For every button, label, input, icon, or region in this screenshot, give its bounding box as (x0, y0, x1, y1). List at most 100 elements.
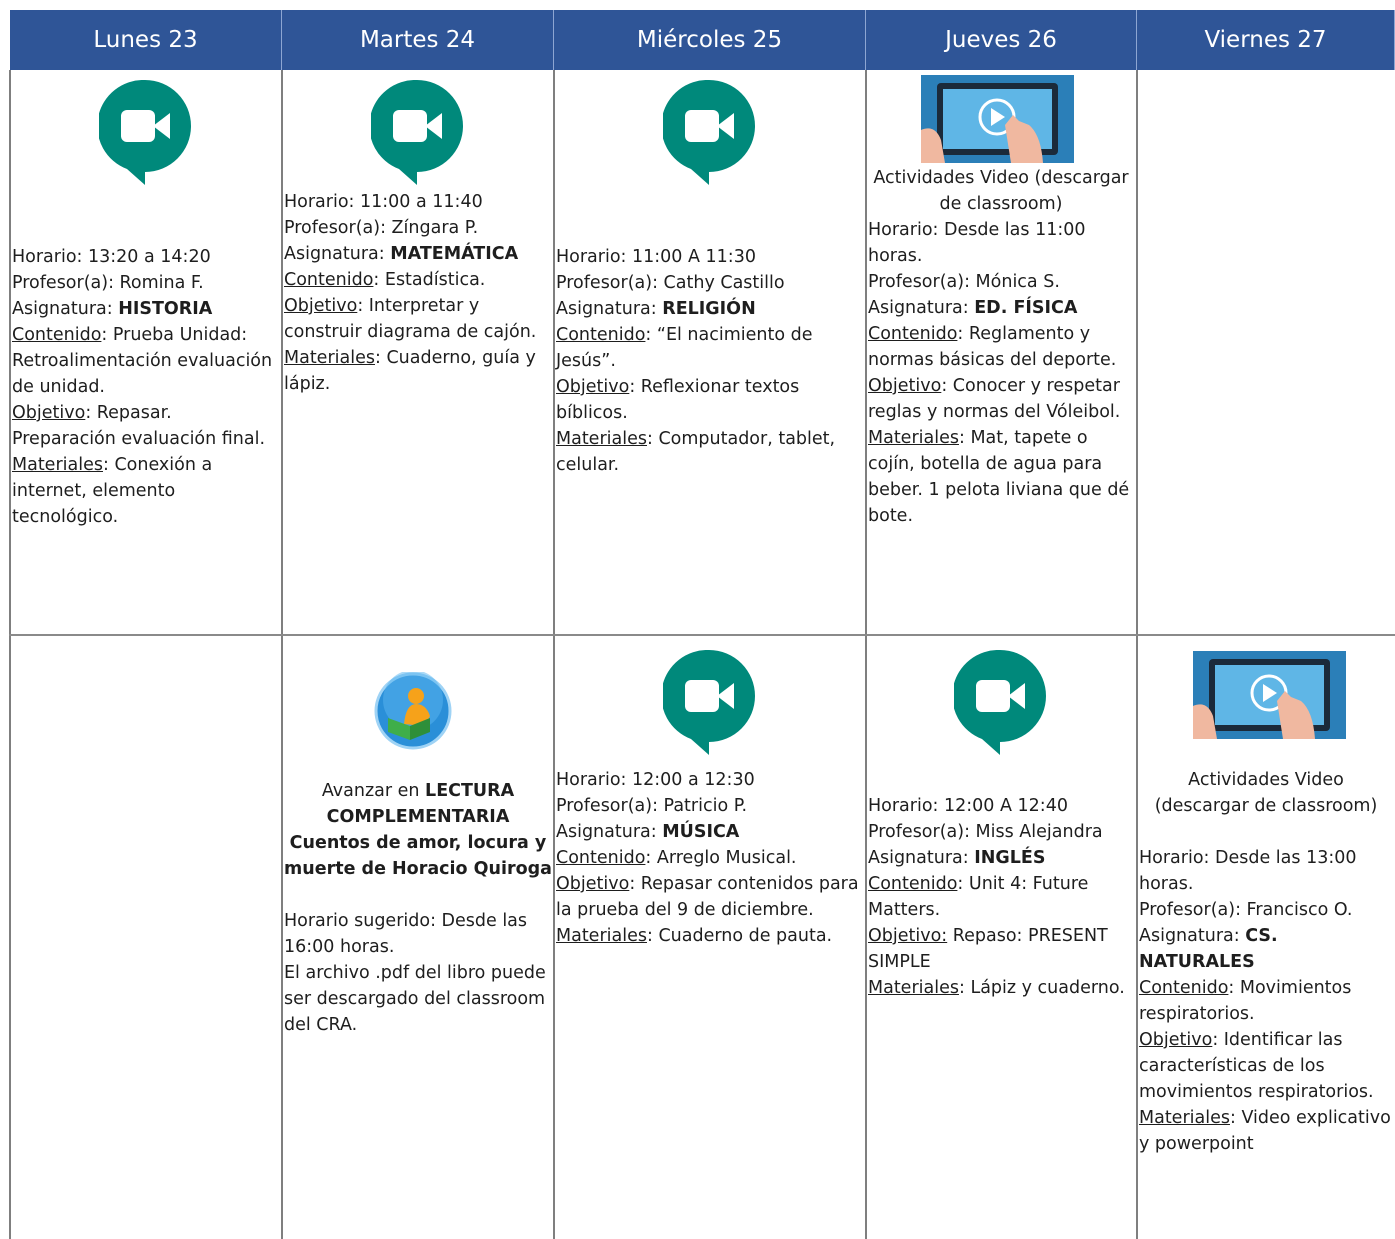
underlined-label: Materiales (284, 348, 375, 368)
paragraph: Objetivo: Repasar. (12, 400, 278, 426)
underlined-label: Contenido (556, 325, 646, 345)
paragraph: Profesor(a): Cathy Castillo (556, 270, 862, 296)
underlined-label: Contenido (284, 270, 374, 290)
text: Repaso: PRESENT SIMPLE (868, 926, 1108, 972)
grid-line (865, 70, 867, 1239)
day-header: Miércoles 25 (554, 10, 866, 70)
paragraph: Profesor(a): Patricio P. (556, 793, 862, 819)
cell-text: Horario: 11:00 a 11:40 Profesor(a): Zínga… (284, 189, 552, 397)
meet-icon (99, 80, 191, 185)
paragraph: Objetivo: Reflexionar textos bíblicos. (556, 374, 862, 426)
underlined-label: Contenido (1139, 978, 1229, 998)
meet-icon (371, 80, 463, 185)
bold-text: INGLÉS (974, 848, 1046, 868)
text: Asignatura: (12, 299, 119, 319)
paragraph: Materiales: Lápiz y cuaderno. (868, 975, 1134, 1001)
paragraph: Actividades Video (descargar de classroo… (1139, 767, 1393, 819)
text: Actividades Video (descargar de classroo… (1154, 770, 1378, 816)
paragraph: Contenido: Reglamento y normas básicas d… (868, 321, 1134, 373)
day-header: Viernes 27 (1137, 10, 1395, 70)
underlined-label: Contenido (556, 848, 646, 868)
bold-text: MATEMÁTICA (390, 244, 519, 264)
cell-text: Actividades Video (descargar de classroo… (1139, 767, 1393, 1157)
text: : Repasar. (85, 403, 172, 423)
meet-icon (663, 80, 755, 185)
cell-text: Horario: 12:00 a 12:30 Profesor(a): Patri… (556, 767, 862, 949)
paragraph: Objetivo: Identificar las característica… (1139, 1027, 1393, 1105)
text: Horario: 13:20 a 14:20 (12, 247, 211, 267)
paragraph: Asignatura: INGLÉS (868, 845, 1134, 871)
grid-line (281, 70, 283, 1239)
paragraph: Avanzar en LECTURA COMPLEMENTARIA Cuento… (284, 778, 552, 882)
cell-text: Horario: 13:20 a 14:20 Profesor(a): Romin… (12, 244, 278, 530)
paragraph: Horario: 12:00 A 12:40 (868, 793, 1134, 819)
text: Asignatura: (868, 848, 975, 868)
text: : Video explicativo y powerpoint (1139, 1108, 1391, 1154)
text: Horario: 12:00 a 12:30 (556, 770, 755, 790)
text: : Mat, tapete o cojín, botella de agua p… (868, 428, 1130, 526)
underlined-label: Objetivo: (868, 926, 948, 946)
text: : Repasar contenidos para la prueba del … (556, 874, 859, 920)
text: Horario sugerido: Desde las 16:00 horas. (284, 911, 528, 957)
day-header: Jueves 26 (866, 10, 1137, 70)
bold-text: HISTORIA (118, 299, 213, 319)
bold-text: LECTURA COMPLEMENTARIA Cuentos de amor, … (284, 781, 552, 879)
day-header: Martes 24 (282, 10, 554, 70)
text: Profesor(a): Zíngara P. (284, 218, 479, 238)
grid-line (553, 70, 555, 1239)
bold-text: MÚSICA (662, 822, 740, 842)
paragraph: Asignatura: HISTORIA (12, 296, 278, 322)
text: Horario: Desde las 13:00 horas. (1139, 848, 1357, 894)
text: : Movimientos respiratorios. (1139, 978, 1352, 1024)
text: Horario: 11:00 a 11:40 (284, 192, 483, 212)
paragraph: Materiales: Mat, tapete o cojín, botella… (868, 425, 1134, 529)
paragraph: Contenido: Estadística. (284, 267, 552, 293)
underlined-label: Contenido (12, 325, 102, 345)
paragraph: Horario: Desde las 13:00 horas. (1139, 845, 1393, 897)
text: Horario: Desde las 11:00 horas. (868, 220, 1086, 266)
paragraph: Horario: Desde las 11:00 horas. (868, 217, 1134, 269)
paragraph: El archivo .pdf del libro puede ser desc… (284, 960, 552, 1038)
bold-text: ED. FÍSICA (974, 298, 1078, 318)
paragraph: Profesor(a): Romina F. (12, 270, 278, 296)
paragraph: Objetivo: Repasar contenidos para la pru… (556, 871, 862, 923)
paragraph: Asignatura: CS. NATURALES (1139, 923, 1393, 975)
paragraph: Profesor(a): Zíngara P. (284, 215, 552, 241)
paragraph: Materiales: Cuaderno, guía y lápiz. (284, 345, 552, 397)
underlined-label: Contenido (868, 324, 958, 344)
text: Preparación evaluación final. (12, 429, 266, 449)
underlined-label: Objetivo (556, 874, 630, 894)
cell-text: Avanzar en LECTURA COMPLEMENTARIA Cuento… (284, 778, 552, 1038)
paragraph: Asignatura: MATEMÁTICA (284, 241, 552, 267)
grid-line (9, 70, 11, 1239)
underlined-label: Materiales (12, 455, 103, 475)
text: Horario: 12:00 A 12:40 (868, 796, 1068, 816)
day-header: Lunes 23 (10, 10, 282, 70)
text: : Identificar las características de los… (1139, 1030, 1374, 1102)
underlined-label: Objetivo (1139, 1030, 1213, 1050)
paragraph: Materiales: Conexión a internet, element… (12, 452, 278, 530)
text: El archivo .pdf del libro puede ser desc… (284, 963, 546, 1035)
video-image (921, 75, 1074, 163)
paragraph: Profesor(a): Francisco O. (1139, 897, 1393, 923)
text: : Unit 4: Future Matters. (868, 874, 1089, 920)
text: : Cuaderno, guía y lápiz. (284, 348, 536, 394)
paragraph: Contenido: Prueba Unidad: Retroalimentac… (12, 322, 278, 400)
text: Profesor(a): Mónica S. (868, 272, 1060, 292)
meet-icon (954, 650, 1046, 755)
underlined-label: Objetivo (868, 376, 942, 396)
cell-text: Actividades Video (descargar de classroo… (868, 165, 1134, 529)
underlined-label: Contenido (868, 874, 958, 894)
paragraph: Contenido: Arreglo Musical. (556, 845, 862, 871)
paragraph: Contenido: Movimientos respiratorios. (1139, 975, 1393, 1027)
paragraph: Horario sugerido: Desde las 16:00 horas. (284, 908, 552, 960)
paragraph: Horario: 13:20 a 14:20 (12, 244, 278, 270)
paragraph: Objetivo: Conocer y respetar reglas y no… (868, 373, 1134, 425)
paragraph: Contenido: “El nacimiento de Jesús”. (556, 322, 862, 374)
underlined-label: Materiales (868, 978, 959, 998)
paragraph: Profesor(a): Miss Alejandra (868, 819, 1134, 845)
paragraph: Asignatura: RELIGIÓN (556, 296, 862, 322)
text: : Lápiz y cuaderno. (958, 978, 1125, 998)
cell-text: Horario: 11:00 A 11:30 Profesor(a): Cathy… (556, 244, 862, 478)
